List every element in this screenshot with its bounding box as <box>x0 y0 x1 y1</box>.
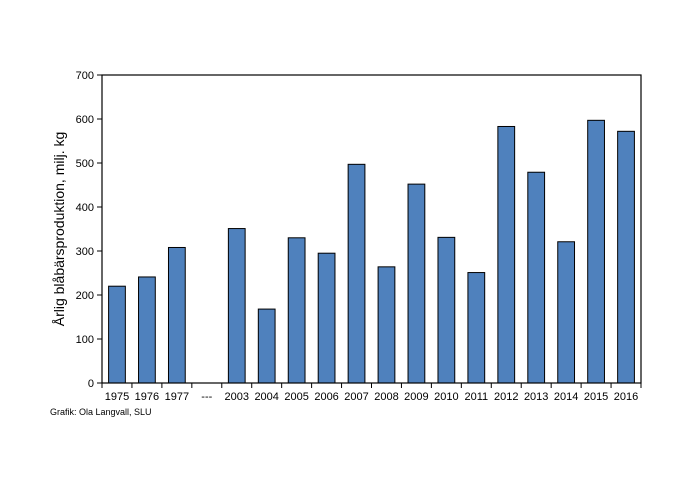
x-tick-label: 2014 <box>554 391 578 403</box>
x-tick-label: 2009 <box>404 391 428 403</box>
x-tick-label: 2013 <box>524 391 548 403</box>
bar-2014 <box>557 241 576 384</box>
y-tick-label: 600 <box>76 114 94 126</box>
x-tick-label: 2006 <box>314 391 338 403</box>
x-tick-label: 1975 <box>105 391 129 403</box>
bar-2009 <box>407 183 426 384</box>
bar-2013 <box>527 171 546 384</box>
bar-2007 <box>347 163 366 384</box>
y-tick-label: 300 <box>76 246 94 258</box>
x-tick-label: 2008 <box>374 391 398 403</box>
y-axis-title: Årlig blåbärsproduktion, milj. kg <box>51 132 67 327</box>
bar-1975 <box>108 285 126 384</box>
bar-2003 <box>227 228 246 384</box>
bar-2010 <box>437 236 456 384</box>
bar-2006 <box>317 252 336 384</box>
x-tick-label: --- <box>201 391 212 403</box>
x-tick-label: 2016 <box>614 391 638 403</box>
y-tick-label: 400 <box>76 202 94 214</box>
x-tick-label: 2004 <box>254 391 278 403</box>
y-tick-label: 0 <box>88 378 94 390</box>
bar-2015 <box>587 119 605 384</box>
bar-2005 <box>287 237 306 384</box>
x-tick-label: 2007 <box>344 391 368 403</box>
bar-2004 <box>257 308 276 384</box>
y-tick-label: 100 <box>76 334 94 346</box>
bar-2011 <box>467 272 486 384</box>
x-tick-label: 2010 <box>434 391 458 403</box>
y-tick-label: 200 <box>76 290 94 302</box>
x-tick-label: 2005 <box>284 391 308 403</box>
bar-1977 <box>167 246 186 384</box>
bar-1976 <box>138 276 156 384</box>
bar-2016 <box>617 130 635 384</box>
bar-2012 <box>497 125 516 384</box>
bar-2008 <box>377 266 396 384</box>
x-tick-label: 2015 <box>584 391 608 403</box>
y-tick-label: 500 <box>76 158 94 170</box>
x-tick-label: 2011 <box>464 391 488 403</box>
x-tick-label: 1977 <box>165 391 189 403</box>
x-tick-label: 2012 <box>494 391 518 403</box>
chart-credit: Grafik: Ola Langvall, SLU <box>50 407 152 417</box>
plot-area: 0 100 200 300 400 500 600 700 1975 1976 1977 --- 200… <box>76 70 642 403</box>
x-tick-label: 2003 <box>225 391 249 403</box>
x-tick-label: 1976 <box>135 391 159 403</box>
y-tick-label: 700 <box>76 70 94 82</box>
